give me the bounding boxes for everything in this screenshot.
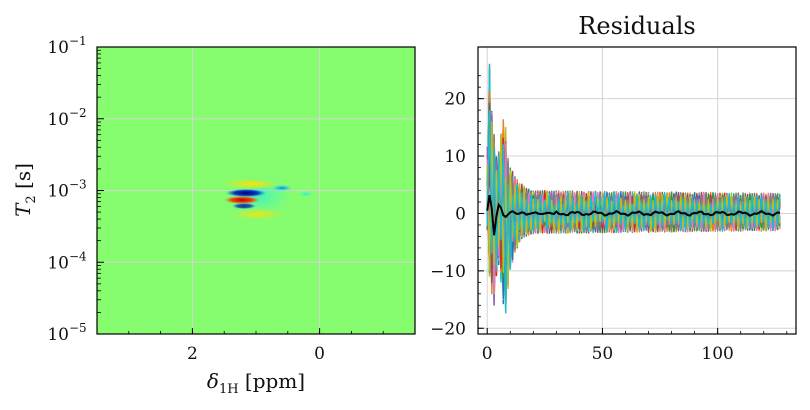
tick-exponent: −4: [69, 249, 87, 263]
heatmap-y-tick-label: 10−1: [47, 34, 86, 58]
residuals-y-ticks: −20 −10 0 10 20: [430, 75, 484, 339]
xlabel-subscript: 1H: [219, 382, 239, 397]
feature-blue-tail: [272, 185, 292, 191]
ylabel-units: [s]: [11, 163, 35, 195]
heatmap-features: [222, 173, 314, 220]
residual-series-line: [486, 110, 781, 314]
residual-series-line: [486, 63, 781, 284]
tick-base: 10: [47, 110, 69, 130]
feature-cyan-right: [298, 191, 314, 197]
residuals-x-tick-label: 0: [482, 344, 493, 364]
tick-exponent: −1: [69, 34, 87, 48]
tick-exponent: −2: [69, 106, 87, 120]
xlabel-units: [ppm]: [239, 369, 306, 393]
feature-navy-band: [226, 189, 266, 197]
residuals-y-tick-label: 10: [444, 147, 466, 167]
residuals-x-tick-label: 50: [592, 344, 614, 364]
residuals-y-tick-label: 0: [455, 204, 466, 224]
residuals-y-tick-label: −10: [430, 262, 466, 282]
residuals-y-tick-label: 20: [444, 90, 466, 110]
residuals-y-tick-label: −20: [430, 319, 466, 339]
residual-series-line: [486, 66, 781, 271]
feature-yellow-top: [222, 178, 282, 190]
heatmap-y-tick-label: 10−5: [47, 321, 86, 345]
xlabel-delta: δ: [207, 369, 219, 393]
tick-exponent: −3: [69, 178, 87, 192]
ylabel-symbol: T: [11, 202, 35, 217]
tick-base: 10: [47, 182, 69, 202]
ylabel-subscript: 2: [24, 195, 39, 203]
residual-mean-line: [486, 194, 781, 236]
heatmap-y-tick-label: 10−2: [47, 106, 86, 130]
heatmap-x-tick-label: 0: [314, 344, 325, 364]
feature-navy-low: [232, 203, 256, 209]
heatmap-y-label: T2 [s]: [11, 163, 39, 217]
residuals-series: [486, 63, 781, 314]
residual-series-line: [486, 79, 781, 270]
tick-base: 10: [47, 253, 69, 273]
heatmap-y-tick-label: 10−4: [47, 249, 87, 273]
residual-series-line: [486, 69, 781, 274]
feature-red-band: [224, 196, 260, 204]
residuals-panel: Residuals 0 50 100 −20 −10 0 10 20: [430, 12, 797, 364]
heatmap-x-tick-label: 2: [187, 344, 198, 364]
residuals-x-tick-label: 100: [701, 344, 733, 364]
residuals-x-ticks: 0 50 100: [482, 328, 788, 364]
tick-base: 10: [47, 38, 69, 58]
residuals-title: Residuals: [578, 12, 695, 40]
tick-base: 10: [47, 325, 69, 345]
heatmap-y-tick-label: 10−3: [47, 178, 86, 202]
heatmap-y-ticks: 10−510−410−310−210−1: [47, 34, 104, 345]
residual-series-line: [486, 112, 781, 266]
heatmap-x-label: δ1H [ppm]: [207, 369, 305, 397]
tick-exponent: −5: [69, 321, 87, 335]
feature-yellow-bottom: [232, 208, 284, 220]
